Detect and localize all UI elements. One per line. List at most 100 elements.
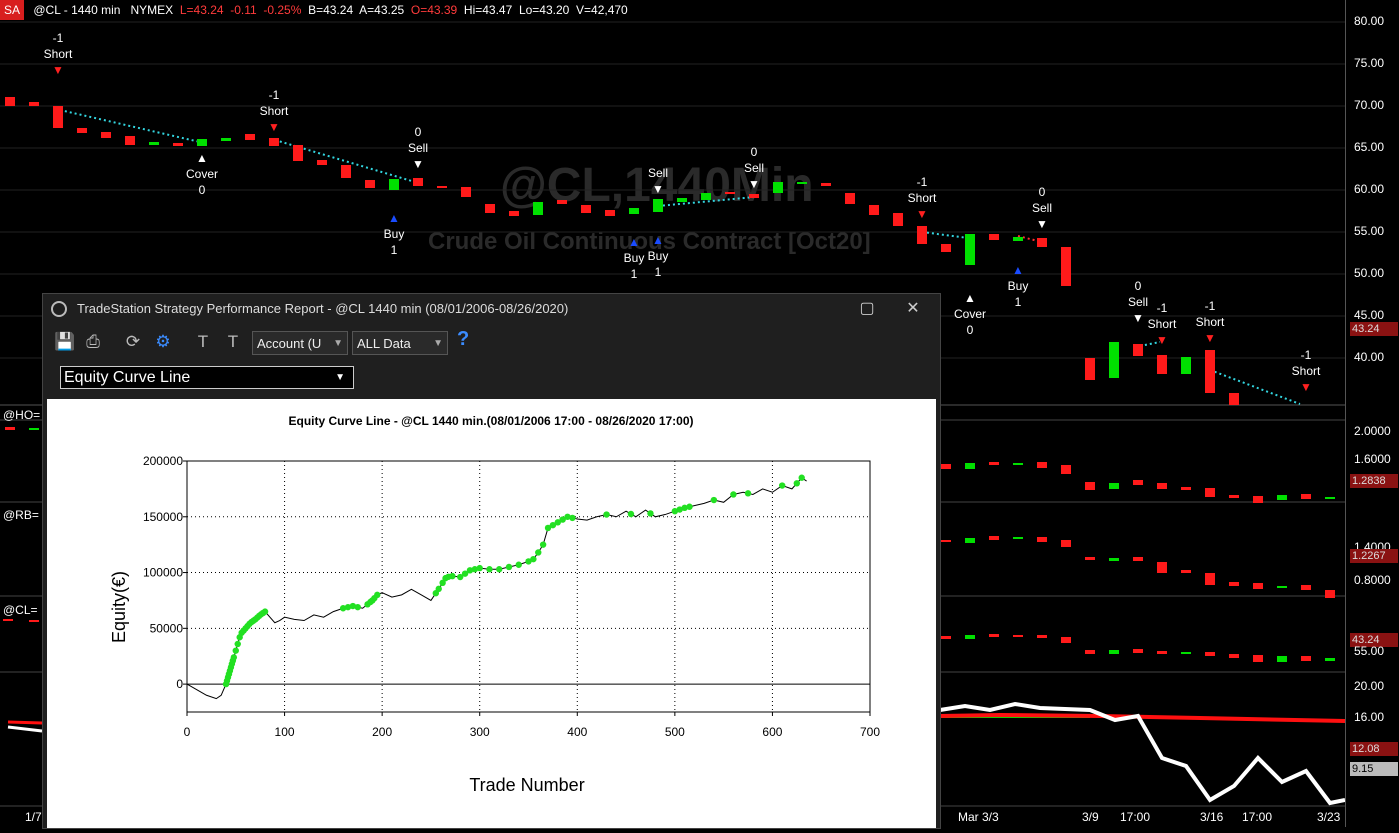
signal-text: 0: [1038, 185, 1046, 199]
trade-signal-label: ▲ Cover 0: [172, 150, 232, 198]
price-candle: [965, 635, 975, 639]
price-candle: [1229, 495, 1239, 498]
maximize-button[interactable]: ▢: [859, 300, 875, 317]
new-high-marker: [686, 503, 693, 510]
new-high-marker: [344, 603, 352, 611]
price-candle: [1133, 344, 1143, 356]
price-candle: [1253, 655, 1263, 662]
low-price: Lo=43.20: [518, 3, 570, 17]
price-candle: [797, 182, 807, 184]
price-candle: [1037, 462, 1047, 468]
signal-text: 0: [198, 183, 206, 197]
price-candle: [509, 211, 519, 216]
equity-chart-panel: Equity Curve Line - @CL 1440 min.(08/01/…: [47, 399, 936, 828]
signal-arrow-icon: ▼: [652, 182, 664, 196]
price-candle: [701, 193, 711, 200]
price-candle: [1085, 650, 1095, 654]
price-candle: [1061, 247, 1071, 286]
refresh-icon[interactable]: ⟳: [125, 332, 141, 351]
performance-report-window[interactable]: TradeStation Strategy Performance Report…: [42, 293, 941, 829]
trade-signal-label: Sell ▼: [628, 165, 688, 197]
x-tick-label: 400: [567, 725, 587, 739]
price-axis[interactable]: 80.00 75.00 70.00 65.00 60.00 55.00 50.0…: [1345, 0, 1399, 827]
save-icon[interactable]: 💾: [54, 332, 76, 351]
price-candle: [293, 145, 303, 161]
view-select-value: Equity Curve Line: [64, 369, 191, 386]
signal-text: 1: [630, 267, 638, 281]
chart-title: Equity Curve Line - @CL 1440 min.(08/01/…: [288, 414, 693, 428]
price-candle: [1301, 585, 1311, 590]
new-high-marker: [647, 510, 654, 517]
date-label: 3/9: [1082, 810, 1099, 824]
close-button[interactable]: ✕: [906, 300, 920, 317]
price-candle: [1157, 562, 1167, 573]
data-range-select[interactable]: ALL Data ▼: [352, 331, 448, 355]
price-candle: [629, 208, 639, 214]
help-icon[interactable]: ?: [457, 328, 470, 350]
price-candle: [1229, 393, 1239, 405]
price-candle: [149, 142, 159, 145]
high-price: Hi=43.47: [463, 3, 513, 17]
price-candle: [1037, 238, 1047, 247]
signal-text: Short: [907, 191, 937, 205]
trade-signal-label: 0 Sell ▼: [1012, 184, 1072, 232]
new-high-marker: [710, 496, 718, 504]
price-candle: [1013, 237, 1023, 241]
trade-signal-label: ▲ Buy 1: [988, 262, 1048, 310]
signal-text: 0: [966, 323, 974, 337]
price-candle: [173, 143, 183, 146]
signal-text: -1: [52, 31, 64, 45]
signal-text: Buy: [1007, 279, 1029, 293]
new-high-marker: [232, 647, 239, 654]
signal-arrow-icon: ▼: [1300, 380, 1312, 394]
signal-arrow-icon: ▼: [412, 157, 424, 171]
signal-text: Short: [259, 104, 289, 118]
window-titlebar[interactable]: TradeStation Strategy Performance Report…: [43, 294, 940, 324]
signal-text: Short: [1147, 317, 1177, 331]
text-format-icon[interactable]: T: [197, 332, 209, 351]
data-range-value: ALL Data: [357, 336, 411, 351]
text-format-icon[interactable]: T: [227, 332, 239, 351]
price-candle: [1181, 487, 1191, 490]
trade-signal-label: 0 Sell ▼: [724, 144, 784, 192]
open-price: O=43.39: [410, 3, 458, 17]
price-candle: [1277, 656, 1287, 662]
signal-text: Buy: [647, 249, 669, 263]
new-high-marker: [564, 513, 571, 520]
price-candle: [1205, 652, 1215, 656]
axis-tick: 60.00: [1354, 182, 1385, 196]
new-high-marker: [530, 555, 537, 563]
new-high-marker: [535, 549, 542, 556]
price-candle: [1253, 496, 1263, 503]
settings-icon[interactable]: ⚙: [155, 332, 171, 351]
view-select[interactable]: Equity Curve Line ▼: [60, 366, 354, 389]
price-candle: [1277, 495, 1287, 500]
price-candle: [1133, 480, 1143, 485]
account-select[interactable]: Account (U ▼: [252, 331, 348, 355]
price-candle: [245, 134, 255, 140]
tradestation-logo-icon: [51, 301, 67, 317]
x-tick-label: 600: [762, 725, 782, 739]
pct-change: -0.25%: [263, 3, 302, 17]
trade-signal-label: -1 Short ▼: [28, 30, 88, 78]
print-icon[interactable]: ⎙: [86, 332, 100, 351]
date-label: 3/23: [1317, 810, 1341, 824]
new-high-marker: [230, 654, 238, 661]
price-candle: [101, 132, 111, 138]
symbol-label-ho: @HO=: [3, 408, 41, 422]
trade-signal-label: 0 Sell ▼: [388, 124, 448, 172]
price-candle: [341, 165, 351, 178]
x-tick-label: 700: [860, 725, 880, 739]
price-candle: [749, 194, 759, 198]
axis-tick: 0.8000: [1354, 573, 1391, 587]
strategy-badge[interactable]: SA: [0, 0, 25, 20]
signal-text: 0: [1134, 279, 1142, 293]
signal-arrow-icon: ▲: [964, 291, 976, 305]
new-high-marker: [234, 640, 241, 648]
signal-arrow-icon: ▲: [1012, 263, 1024, 277]
price-candle: [677, 198, 687, 202]
trade-signal-label: -1 Short ▼: [1276, 347, 1336, 395]
price-candle: [53, 106, 63, 128]
axis-tick: 70.00: [1354, 98, 1385, 112]
signal-arrow-icon: ▼: [1132, 311, 1144, 325]
